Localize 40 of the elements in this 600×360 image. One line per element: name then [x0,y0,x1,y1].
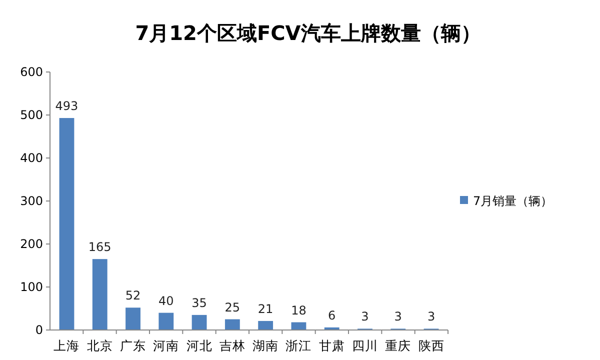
data-label: 6 [328,308,336,322]
y-tick-label: 400 [20,151,43,166]
bar [126,308,140,330]
data-label: 52 [125,288,141,303]
data-label: 3 [394,310,402,324]
x-tick-label: 上海 [54,338,80,353]
data-label: 21 [258,302,274,316]
x-tick-label: 湖南 [252,338,279,353]
y-tick-label: 500 [20,108,43,122]
x-tick-label: 陕西 [418,338,444,353]
bar [92,259,108,330]
y-tick-label: 200 [20,237,43,252]
x-tick-label: 河北 [186,338,212,353]
data-label: 40 [158,294,174,308]
data-label: 25 [224,300,240,314]
x-tick-label: 重庆 [385,338,412,353]
data-label: 3 [361,310,369,324]
x-tick-label: 北京 [86,338,113,353]
x-tick-label: 吉林 [219,338,246,353]
y-tick-label: 100 [20,280,43,294]
x-tick-label: 广东 [120,338,146,353]
legend-label: 7月销量（辆） [473,194,553,208]
y-tick-label: 600 [20,65,43,80]
bar [224,319,240,330]
bar [158,312,174,330]
chart-title: 7月12个区域FCV汽车上牌数量（辆） [135,21,481,45]
x-tick-label: 浙江 [286,338,312,353]
bar [192,314,207,330]
x-tick-label: 四川 [352,338,378,353]
data-label: 3 [427,310,436,324]
bar [59,118,74,330]
y-tick-label: 0 [35,323,43,338]
data-label: 493 [55,99,78,114]
y-tick-label: 300 [20,194,43,208]
data-label: 165 [88,240,112,254]
bar [258,320,274,330]
data-label: 35 [192,296,207,310]
data-label: 18 [291,303,306,318]
x-tick-label: 河南 [153,338,180,353]
x-tick-label: 甘肃 [318,338,345,353]
